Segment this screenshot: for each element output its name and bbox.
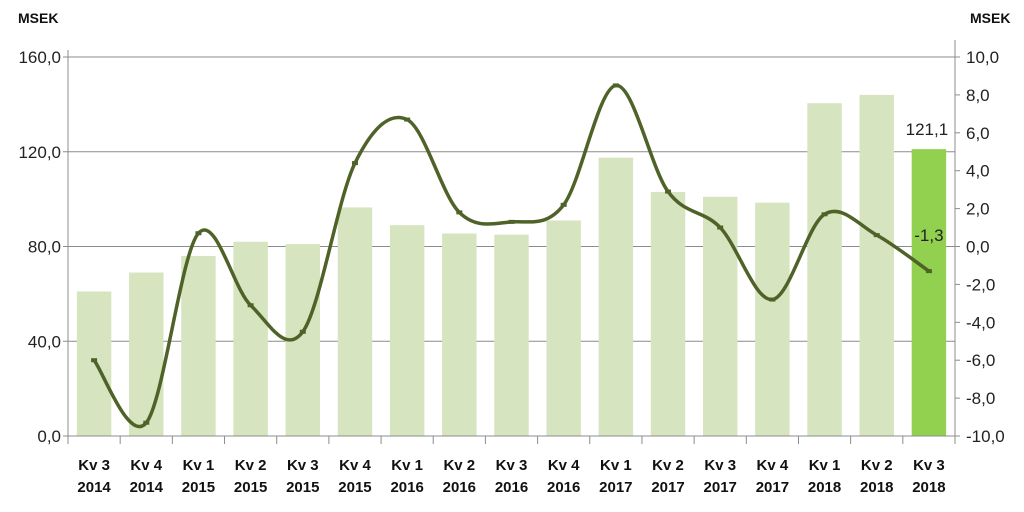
line-marker <box>612 83 619 88</box>
right-tick-label: 2,0 <box>966 200 990 219</box>
bar <box>494 234 529 436</box>
right-tick-label: 6,0 <box>966 124 990 143</box>
bar <box>911 149 947 436</box>
bar <box>337 207 373 436</box>
right-tick-label: 0,0 <box>966 238 990 257</box>
category-label-quarter: Kv 1 <box>183 457 215 474</box>
category-label-quarter: Kv 4 <box>130 457 162 474</box>
bar-data-label: 121,1 <box>906 120 949 139</box>
category-label-quarter: Kv 3 <box>496 457 528 474</box>
line-marker <box>508 219 515 224</box>
category-label-quarter: Kv 1 <box>809 457 841 474</box>
line-series <box>91 83 932 429</box>
category-label-year: 2016 <box>443 479 476 496</box>
line-data-label: -1,3 <box>914 226 943 245</box>
right-tick-label: 8,0 <box>966 86 990 105</box>
line-marker <box>456 210 463 215</box>
line-marker <box>769 297 776 302</box>
category-label-year: 2018 <box>860 479 893 496</box>
category-label-quarter: Kv 3 <box>704 457 736 474</box>
category-label-year: 2015 <box>182 479 215 496</box>
left-tick-label: 40,0 <box>28 332 61 351</box>
category-label-quarter: Kv 2 <box>861 457 893 474</box>
category-label-year: 2017 <box>599 479 632 496</box>
bar <box>859 94 894 437</box>
line-marker <box>247 303 254 308</box>
bar <box>598 157 634 436</box>
category-label-year: 2016 <box>495 479 528 496</box>
category-label-year: 2017 <box>756 479 789 496</box>
bar <box>442 233 477 436</box>
category-label-quarter: Kv 3 <box>287 457 319 474</box>
category-label-year: 2015 <box>286 479 319 496</box>
category-label-quarter: Kv 3 <box>913 457 945 474</box>
right-tick-label: -6,0 <box>966 351 995 370</box>
line-marker <box>665 189 672 194</box>
right-axis-unit: MSEK <box>970 10 1010 26</box>
category-label-quarter: Kv 2 <box>652 457 684 474</box>
line-marker <box>299 329 306 334</box>
category-label-year: 2016 <box>547 479 580 496</box>
category-label-quarter: Kv 2 <box>443 457 475 474</box>
line-marker <box>821 212 828 217</box>
category-label-year: 2018 <box>912 479 945 496</box>
bar <box>181 255 216 436</box>
category-label-year: 2014 <box>77 479 111 496</box>
category-label-quarter: Kv 3 <box>78 457 110 474</box>
category-label-year: 2016 <box>390 479 423 496</box>
category-label-year: 2017 <box>651 479 684 496</box>
bar <box>650 192 686 436</box>
line-marker <box>925 269 932 274</box>
bar <box>233 241 268 436</box>
line-marker <box>91 358 98 363</box>
line-marker <box>873 233 880 238</box>
right-tick-label: -4,0 <box>966 313 995 332</box>
bar <box>702 196 738 436</box>
left-tick-label: 120,0 <box>18 143 61 162</box>
right-tick-label: -2,0 <box>966 275 995 294</box>
category-label-year: 2015 <box>338 479 371 496</box>
bar <box>546 220 581 436</box>
bar <box>129 272 164 436</box>
bar <box>389 225 425 436</box>
line-marker <box>404 117 411 122</box>
line-marker <box>560 202 567 207</box>
line-marker <box>195 231 202 236</box>
left-tick-label: 0,0 <box>37 427 61 446</box>
line-marker <box>143 420 150 425</box>
category-label-quarter: Kv 1 <box>600 457 632 474</box>
line-marker <box>351 161 358 166</box>
bar <box>807 103 842 437</box>
axes: 0,0 40,0 80,0 120,0 160,0 -10,0 -8,0 -6,0 -4,0 -2… <box>18 40 1005 496</box>
left-tick-label: 160,0 <box>18 48 61 67</box>
category-label-quarter: Kv 1 <box>391 457 423 474</box>
category-label-year: 2014 <box>130 479 164 496</box>
category-label-year: 2018 <box>808 479 841 496</box>
category-label-quarter: Kv 4 <box>339 457 371 474</box>
category-label-year: 2017 <box>704 479 737 496</box>
category-label-quarter: Kv 2 <box>235 457 267 474</box>
left-axis-unit: MSEK <box>18 10 58 26</box>
category-label-year: 2015 <box>234 479 267 496</box>
right-tick-label: -10,0 <box>966 427 1005 446</box>
bar <box>755 202 790 436</box>
bar-series <box>76 94 947 437</box>
right-tick-label: 4,0 <box>966 162 990 181</box>
line-marker <box>717 225 724 230</box>
category-label-quarter: Kv 4 <box>757 457 789 474</box>
right-tick-label: -8,0 <box>966 389 995 408</box>
category-label-quarter: Kv 4 <box>548 457 580 474</box>
bar <box>76 291 112 436</box>
right-tick-label: 10,0 <box>966 48 999 67</box>
left-tick-label: 80,0 <box>28 238 61 257</box>
